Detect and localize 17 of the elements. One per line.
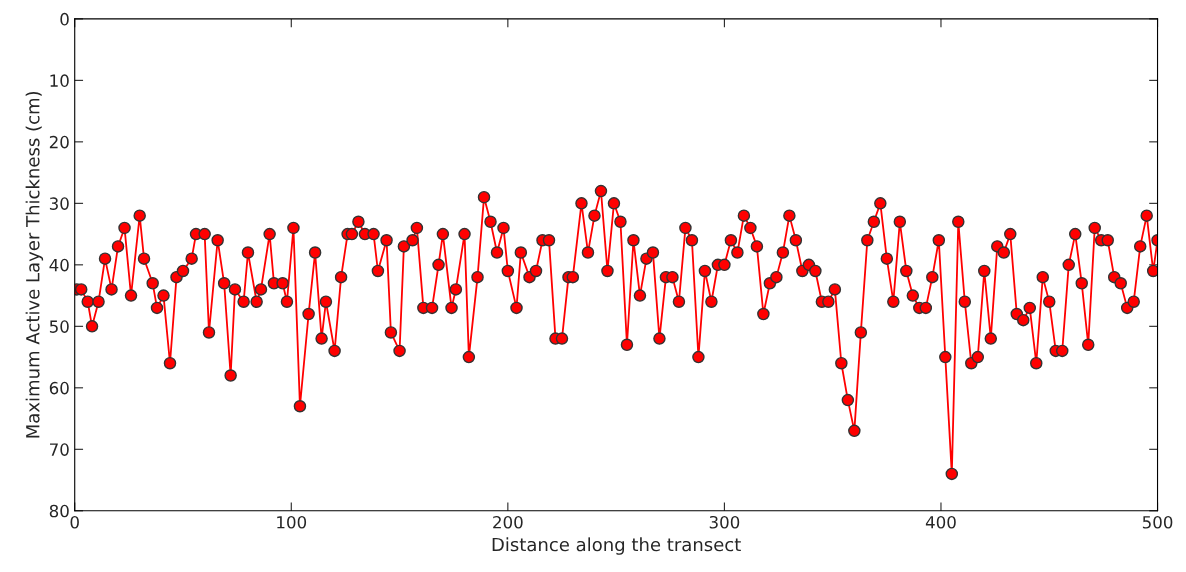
y-tick-label: 40 — [49, 258, 69, 272]
x-tick-label: 0 — [70, 515, 79, 529]
y-tick-label: 70 — [50, 443, 69, 456]
y-tick-label: 0 — [60, 12, 69, 26]
y-tick-label: 60 — [49, 381, 69, 395]
y-axis-title: Maximum Active Layer Thickness (cm) — [25, 91, 44, 438]
y-tick-label: 80 — [49, 504, 69, 518]
x-tick-label: 300 — [709, 515, 740, 529]
y-tick-label: 10 — [50, 74, 69, 87]
y-tick-label: 50 — [49, 320, 69, 333]
x-tick-label: 200 — [493, 515, 523, 529]
y-tick-label: 30 — [49, 197, 69, 210]
y-tick-label: 20 — [49, 135, 69, 149]
x-tick-label: 100 — [277, 515, 307, 529]
x-tick-label: 400 — [925, 515, 956, 529]
x-tick-label: 500 — [1142, 515, 1173, 529]
x-axis-title: Distance along the transect — [492, 537, 741, 555]
